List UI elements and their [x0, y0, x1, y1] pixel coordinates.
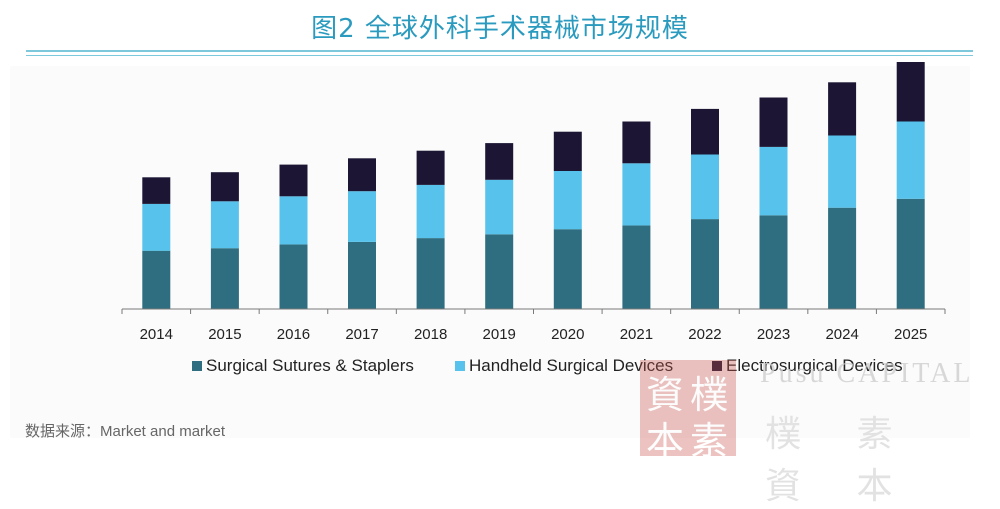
bar-segment: [553, 170, 582, 230]
bar-segment: [622, 225, 651, 309]
title-underline-thin: [26, 55, 973, 56]
x-axis-ticks: [121, 309, 946, 314]
bar-segment: [485, 179, 514, 235]
bar-segment: [828, 207, 857, 309]
watermark-chinese: 樸 素 資 本: [765, 414, 915, 507]
legend-swatch: [192, 361, 202, 371]
bar-segment: [279, 164, 308, 197]
watermark-english: Pusu CAPITAL: [760, 358, 974, 389]
bar-segment: [759, 146, 788, 216]
seal-char: 資: [646, 373, 685, 417]
bar-segment: [485, 234, 514, 309]
x-tick-label: 2024: [825, 326, 858, 343]
x-tick-label: 2014: [140, 326, 173, 343]
x-tick-label: 2023: [757, 326, 790, 343]
x-axis-tick-labels: 2014 2015 2016 2017 2018 2019 2020 2021 2022 2023…: [140, 326, 928, 343]
bar-segment: [416, 150, 445, 185]
bar-segment: [210, 172, 239, 202]
bar-segment: [348, 158, 376, 192]
title-underline: [26, 50, 973, 52]
x-tick-label: 2016: [277, 326, 310, 343]
x-tick-label: 2019: [483, 326, 516, 343]
bar-segment: [279, 196, 308, 245]
bar-segment: [210, 201, 239, 249]
seal-char: 樸: [690, 373, 729, 417]
seal-char: 素: [690, 419, 729, 463]
bar-segment: [759, 215, 788, 309]
x-tick-label: 2015: [208, 326, 241, 343]
data-source-note: 数据来源：Market and market: [25, 423, 226, 440]
bar-segment: [348, 241, 376, 309]
stacked-bar-chart: 2014 2015 2016 2017 2018 2019 2020 2021 2022 2023…: [121, 62, 946, 375]
bar-segment: [142, 203, 171, 251]
legend-label: Surgical Sutures & Staplers: [206, 356, 414, 375]
bar-segment: [348, 191, 376, 242]
bar-segment: [896, 198, 925, 309]
bar-segment: [142, 177, 171, 204]
bar-segment: [485, 143, 514, 180]
x-tick-label: 2017: [345, 326, 378, 343]
bar-segment: [553, 131, 582, 171]
bar-segment: [759, 97, 788, 147]
chart-title: 图2 全球外科手术器械市场规模: [311, 14, 689, 44]
bar-segment: [691, 219, 719, 309]
bar-segment: [691, 154, 719, 220]
x-tick-label: 2020: [551, 326, 584, 343]
x-tick-label: 2021: [620, 326, 653, 343]
bar-segment: [210, 248, 239, 309]
bar-segment: [553, 229, 582, 309]
legend-swatch: [455, 361, 465, 371]
watermark-seal: 資 樸 本 素: [640, 360, 736, 463]
legend-label: Electrosurgical Devices: [726, 356, 903, 375]
x-tick-label: 2022: [688, 326, 721, 343]
seal-char: 本: [646, 419, 685, 463]
bar-segment: [279, 244, 308, 309]
bar-segment: [622, 121, 651, 164]
bar-segment: [691, 108, 719, 155]
legend-label: Handheld Surgical Devices: [469, 356, 673, 375]
bar-segment: [416, 238, 445, 309]
legend-swatch: [712, 361, 722, 371]
bar-segment: [142, 250, 171, 309]
x-tick-label: 2025: [894, 326, 927, 343]
bar-segment: [828, 82, 857, 136]
bar-segment: [896, 62, 925, 122]
bar-segment: [896, 121, 925, 199]
bar-segment: [622, 163, 651, 226]
bar-segment: [416, 184, 445, 239]
legend: Surgical Sutures & Staplers Handheld Surg…: [192, 356, 903, 375]
bar-segment: [828, 135, 857, 208]
bar-group: [142, 62, 925, 309]
x-tick-label: 2018: [414, 326, 447, 343]
